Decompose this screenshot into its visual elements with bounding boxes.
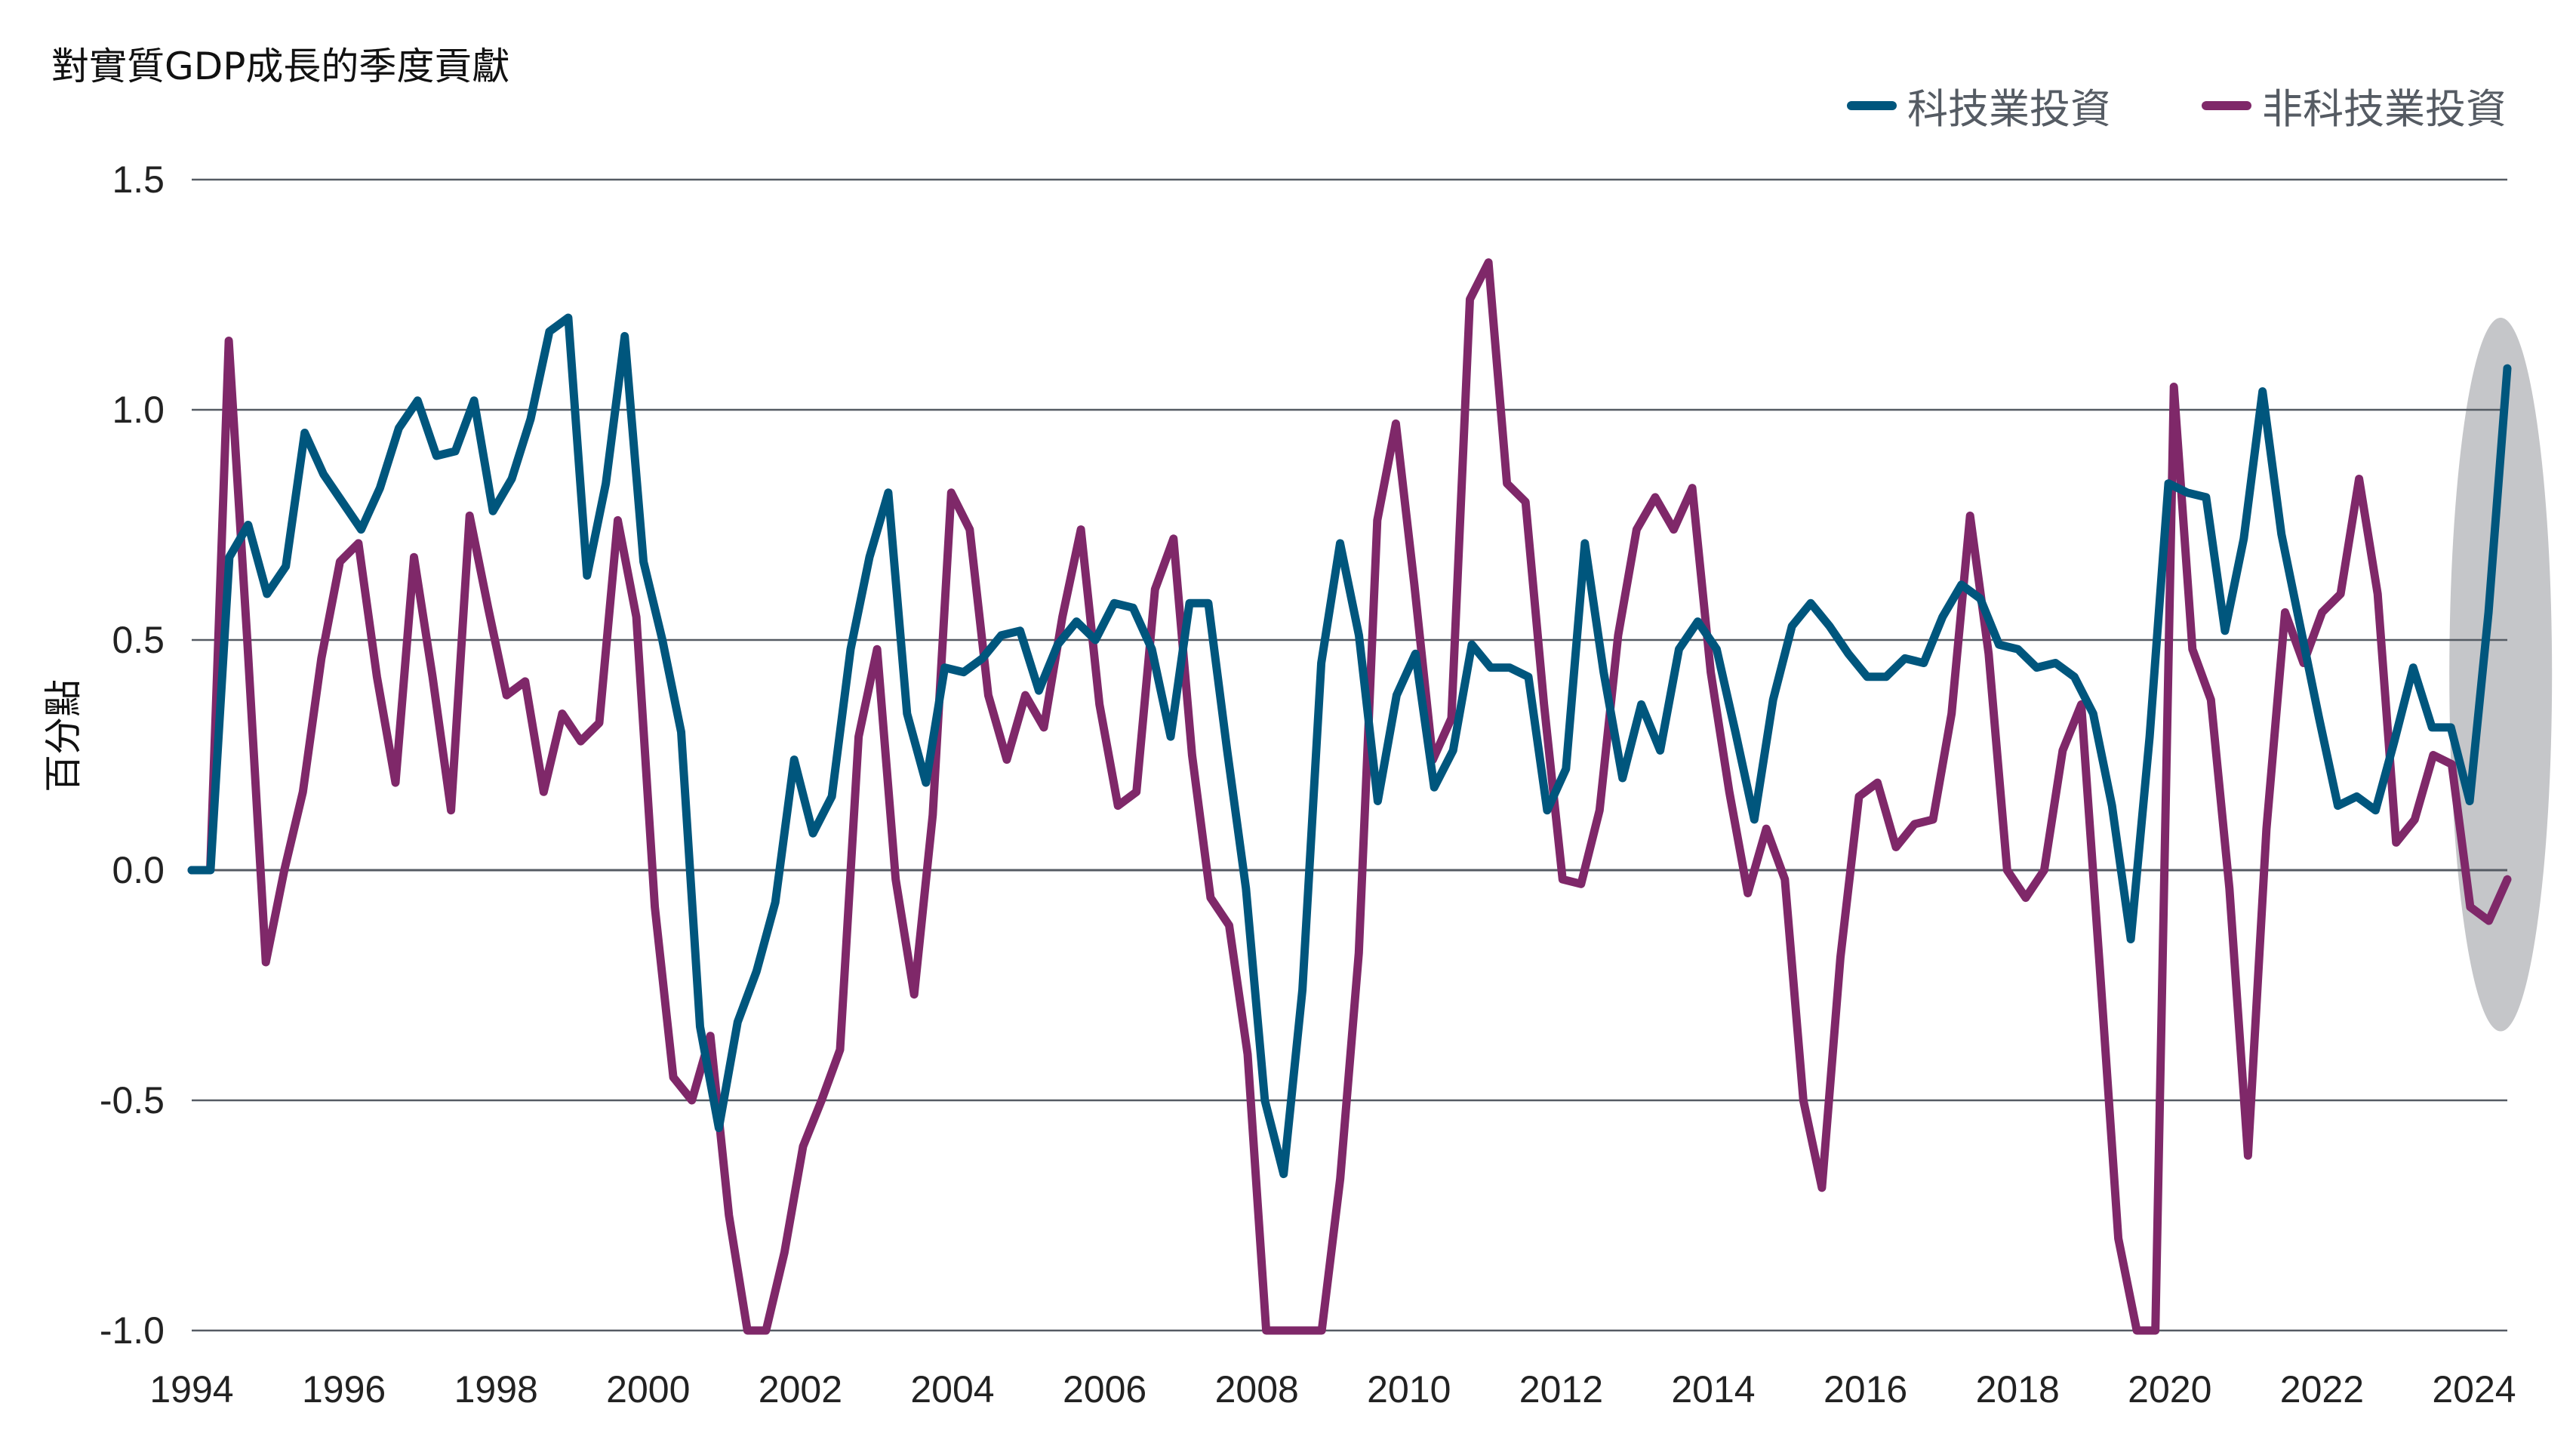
x-tick-label: 1994 bbox=[149, 1368, 233, 1411]
x-tick-label: 2024 bbox=[2432, 1368, 2516, 1411]
x-tick-label: 2020 bbox=[2128, 1368, 2211, 1411]
nontech-investment-line bbox=[187, 258, 2512, 1335]
y-tick-label: 1.5 bbox=[112, 158, 165, 201]
chart-title: 對實質GDP成長的季度貢獻 bbox=[51, 45, 510, 88]
x-tick-label: 2010 bbox=[1367, 1368, 1451, 1411]
legend-item-nontech: 非科技業投資 bbox=[2202, 75, 2507, 135]
y-tick-label: 1.0 bbox=[112, 389, 165, 431]
x-tick-label: 2012 bbox=[1519, 1368, 1603, 1411]
gridlines bbox=[192, 178, 2507, 1332]
highlight-ellipse bbox=[2449, 318, 2553, 1032]
legend-item-tech: 科技業投資 bbox=[1847, 75, 2111, 135]
x-tick-label: 2002 bbox=[759, 1368, 842, 1411]
x-tick-label: 2014 bbox=[1671, 1368, 1755, 1411]
y-axis-ticks: 1.5 1.0 0.5 0.0 -0.5 -1.0 bbox=[100, 158, 165, 1352]
series-lines bbox=[187, 258, 2512, 1335]
x-tick-label: 2016 bbox=[1824, 1368, 1907, 1411]
x-tick-label: 2004 bbox=[910, 1368, 994, 1411]
x-tick-label: 2006 bbox=[1063, 1368, 1146, 1411]
x-tick-label: 2018 bbox=[1976, 1368, 2060, 1411]
legend-swatch-nontech bbox=[2202, 100, 2251, 110]
legend-swatch-tech bbox=[1847, 100, 1897, 110]
legend-label-nontech: 非科技業投資 bbox=[2262, 85, 2507, 133]
y-tick-label: -1.0 bbox=[100, 1309, 165, 1352]
x-tick-label: 2008 bbox=[1215, 1368, 1299, 1411]
y-tick-label: 0.5 bbox=[112, 619, 165, 661]
x-tick-label: 2000 bbox=[606, 1368, 690, 1411]
x-tick-label: 1996 bbox=[302, 1368, 386, 1411]
tech-investment-line bbox=[187, 313, 2512, 1179]
legend-label-tech: 科技業投資 bbox=[1907, 85, 2111, 133]
legend: 科技業投資 非科技業投資 bbox=[1847, 75, 2507, 135]
x-axis-ticks: 1994 1996 1998 2000 2002 2004 2006 2008 2010 2012… bbox=[149, 1368, 2516, 1411]
x-tick-label: 2022 bbox=[2280, 1368, 2364, 1411]
y-tick-label: -0.5 bbox=[100, 1079, 165, 1121]
x-tick-label: 1998 bbox=[454, 1368, 538, 1411]
y-tick-label: 0.0 bbox=[112, 849, 165, 891]
highlight-ellipse-shape bbox=[2449, 318, 2553, 1032]
